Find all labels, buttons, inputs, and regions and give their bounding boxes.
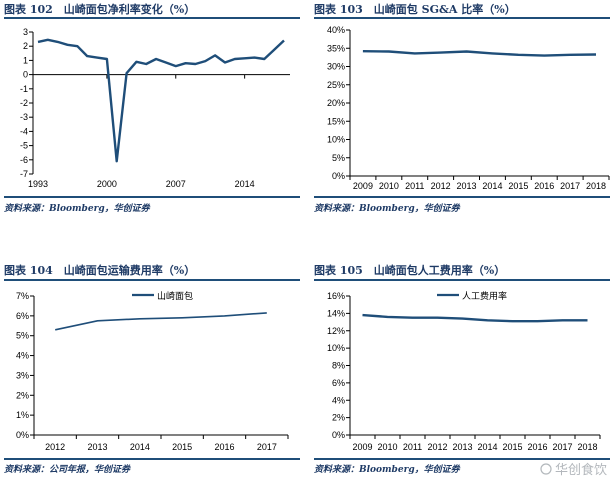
y-tick-label: 2 (23, 41, 28, 51)
y-tick-label: 5% (16, 331, 29, 341)
y-tick-label: 7% (16, 291, 29, 301)
x-tick-label: 2014 (130, 442, 150, 452)
y-tick-label: 15% (327, 116, 345, 126)
chart-2: 图表 103 山崎面包 SG&A 比率（%） 资料来源：Bloomberg，华创证… (314, 2, 610, 214)
x-tick-label: 2017 (552, 442, 572, 452)
wechat-icon (540, 463, 552, 475)
y-tick-label: 2% (332, 413, 345, 423)
x-tick-label: 1993 (28, 179, 48, 189)
y-tick-label: 10% (327, 343, 345, 353)
source-note: 资料来源：Bloomberg，华创证券 (4, 203, 151, 214)
y-tick-label: 12% (327, 326, 345, 336)
y-tick-label: 16% (327, 291, 345, 301)
y-tick-label: 5% (332, 153, 345, 163)
x-tick-label: 2011 (403, 442, 422, 452)
chart-4: 图表 105 山崎面包人工费用率（%） 资料来源：Bloomberg，华创证券 16… (314, 263, 610, 475)
x-tick-label: 2013 (87, 442, 107, 452)
y-tick-label: -6 (20, 155, 28, 165)
x-tick-label: 2010 (377, 442, 397, 452)
x-tick-label: 2011 (405, 181, 424, 191)
y-tick-label: 3 (23, 27, 28, 37)
x-tick-label: 2016 (534, 181, 554, 191)
series-line (37, 38, 285, 163)
x-tick-label: 2017 (560, 181, 580, 191)
title-rule (314, 279, 610, 281)
x-tick-label: 2018 (577, 442, 597, 452)
series-line (362, 313, 588, 323)
y-tick-label: 14% (327, 308, 345, 318)
y-tick-label: 0% (16, 430, 29, 440)
chart-1: 图表 102 山崎面包净利率变化（%） 资料来源：Bloomberg，华创证券 3 2… (4, 2, 300, 214)
x-tick-label: 2012 (427, 442, 447, 452)
y-tick-label: 1 (23, 55, 28, 65)
bottom-rule (4, 458, 300, 460)
y-tick-label: 25% (327, 80, 345, 90)
title-rule (4, 279, 300, 281)
legend-label: 山崎面包 (157, 290, 193, 301)
y-tick-label: 20% (327, 98, 345, 108)
bottom-rule (314, 196, 610, 198)
y-tick-label: 35% (327, 43, 345, 53)
y-tick-label: 30% (327, 62, 345, 72)
y-tick-label: 10% (327, 135, 345, 145)
y-tick-label: -7 (20, 169, 28, 179)
y-tick-label: 0% (332, 430, 345, 440)
title-rule (4, 17, 300, 19)
y-tick-label: 0% (332, 171, 345, 181)
y-tick-label: 6% (332, 378, 345, 388)
chart-title: 图表 105 山崎面包人工费用率（%） (314, 263, 505, 277)
y-tick-label: 8% (332, 361, 345, 371)
legend-label: 人工费用率 (462, 290, 507, 301)
y-tick-label: -1 (20, 84, 28, 94)
y-tick-label: -2 (20, 98, 28, 108)
watermark: 华创食饮 (540, 462, 607, 478)
x-tick-label: 2012 (431, 181, 451, 191)
y-tick-label: 3% (16, 370, 29, 380)
bottom-rule (314, 458, 610, 460)
x-tick-label: 2014 (235, 179, 255, 189)
x-tick-label: 2018 (586, 181, 606, 191)
x-tick-label: 2015 (508, 181, 528, 191)
x-tick-label: 2014 (477, 442, 497, 452)
y-tick-label: -4 (20, 126, 28, 136)
x-tick-label: 2016 (527, 442, 547, 452)
y-tick-label: 4% (16, 351, 29, 361)
y-tick-label: -3 (20, 112, 28, 122)
source-note: 资料来源：Bloomberg，华创证券 (314, 464, 461, 475)
x-tick-label: 2015 (502, 442, 522, 452)
y-tick-label: 1% (16, 410, 29, 420)
x-tick-label: 2009 (352, 442, 372, 452)
x-tick-label: 2012 (45, 442, 65, 452)
y-tick-label: -5 (20, 141, 28, 151)
x-tick-label: 2017 (257, 442, 277, 452)
x-tick-label: 2010 (379, 181, 399, 191)
x-tick-label: 2009 (353, 181, 373, 191)
y-tick-label: 4% (332, 395, 345, 405)
series-line (55, 312, 267, 331)
y-tick-label: 6% (16, 311, 29, 321)
source-note: 资料来源：Bloomberg，华创证券 (314, 203, 461, 214)
source-note: 资料来源：公司年报，华创证券 (4, 464, 131, 475)
y-tick-label: 2% (16, 390, 29, 400)
bottom-rule (4, 196, 300, 198)
chart-title: 图表 104 山崎面包运输费用率（%） (4, 263, 195, 277)
chart-3: 图表 104 山崎面包运输费用率（%） 资料来源：公司年报，华创证券 7% 6% 5% 4… (4, 263, 300, 475)
y-tick-label: 0 (23, 70, 28, 80)
x-tick-label: 2015 (172, 442, 192, 452)
x-tick-label: 2013 (457, 181, 477, 191)
x-tick-label: 2013 (452, 442, 472, 452)
x-tick-label: 2014 (482, 181, 502, 191)
x-tick-label: 2000 (97, 179, 117, 189)
title-rule (314, 17, 610, 19)
x-tick-label: 2007 (166, 179, 186, 189)
x-tick-label: 2016 (214, 442, 234, 452)
chart-title: 图表 103 山崎面包 SG&A 比率（%） (314, 2, 516, 16)
series-line (362, 50, 597, 57)
chart-title: 图表 102 山崎面包净利率变化（%） (4, 2, 195, 16)
y-tick-label: 40% (327, 25, 345, 35)
watermark-text: 华创食饮 (555, 462, 607, 478)
